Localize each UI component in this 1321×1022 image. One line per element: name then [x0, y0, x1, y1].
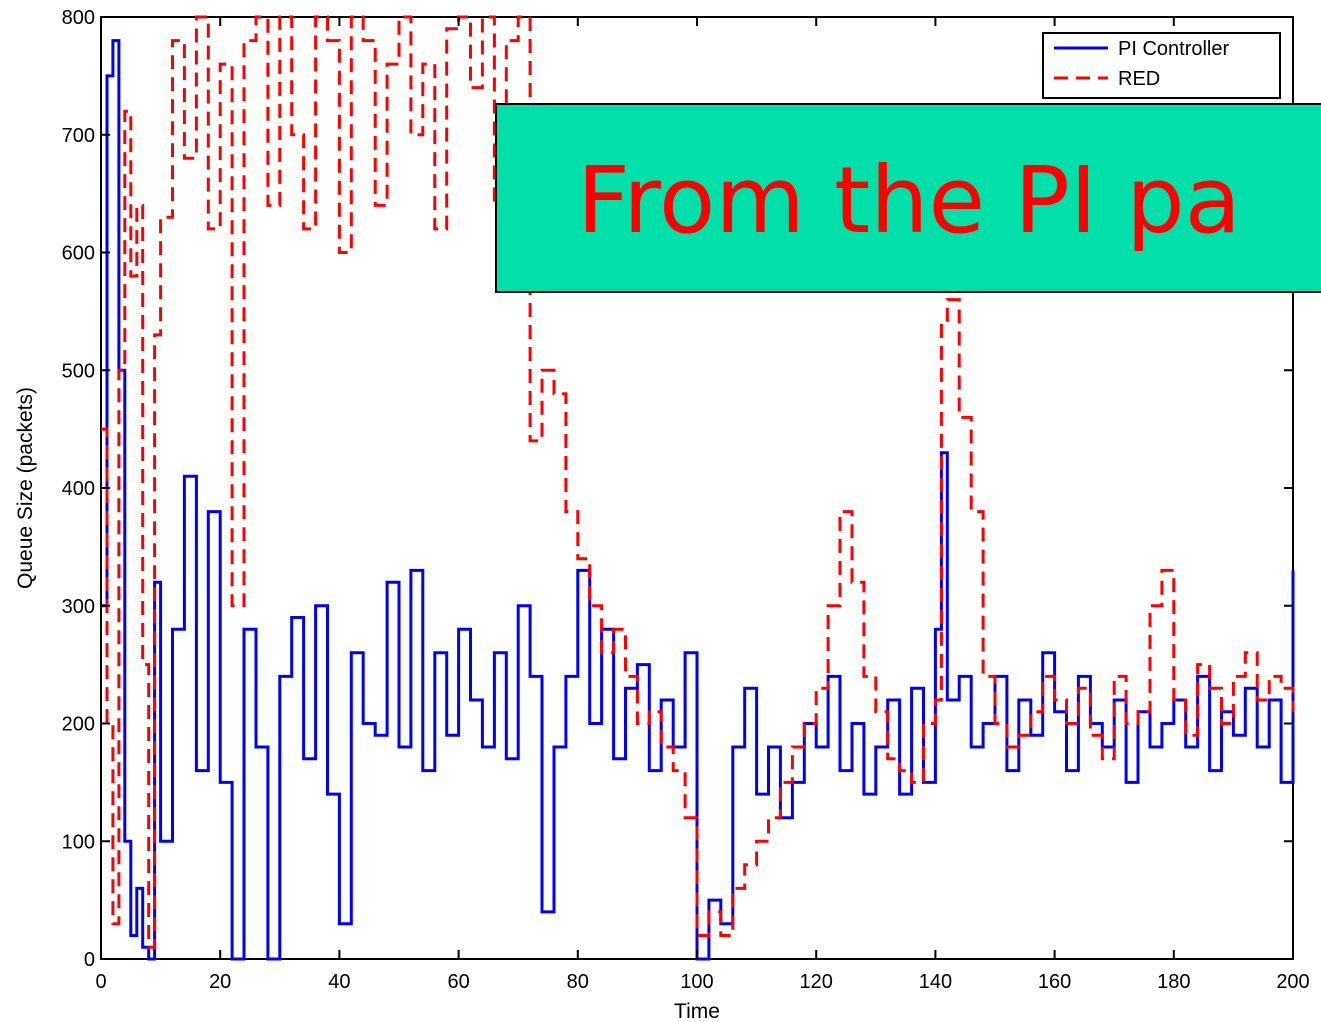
y-tick-label: 600	[62, 243, 95, 265]
axes-layer: 0 20 40 60 80 100 120 140 160 180 200 0 100 200 300 400…	[62, 7, 1310, 993]
x-tick-label: 80	[567, 971, 589, 993]
x-axis-label: Time	[674, 1000, 720, 1022]
x-tick-label: 160	[1038, 971, 1071, 993]
x-tick-label: 180	[1157, 971, 1190, 993]
x-tick-label: 100	[680, 971, 713, 993]
legend-label-pi-controller: PI Controller	[1118, 38, 1229, 60]
y-tick-label: 100	[62, 831, 95, 853]
x-tick-label: 0	[95, 971, 106, 993]
x-tick-label: 140	[919, 971, 952, 993]
y-tick-label: 400	[62, 478, 95, 500]
legend-label-red: RED	[1118, 68, 1160, 90]
y-tick-label: 0	[84, 949, 95, 971]
x-tick-label: 60	[447, 971, 469, 993]
callout-box	[495, 103, 1321, 293]
callout-overlay: From the PI pa	[495, 103, 1321, 293]
legend: PI Controller RED	[1042, 32, 1281, 99]
x-tick-label: 20	[209, 971, 231, 993]
x-tick-label: 40	[328, 971, 350, 993]
y-tick-label: 700	[62, 125, 95, 147]
x-tick-label: 120	[800, 971, 833, 993]
x-tick-label: 200	[1276, 971, 1309, 993]
y-tick-label: 800	[62, 7, 95, 29]
callout-text: From the PI pa	[577, 147, 1241, 254]
y-tick-label: 300	[62, 596, 95, 618]
series-line-red	[101, 15, 1295, 949]
y-tick-label: 500	[62, 360, 95, 382]
series-layer	[101, 15, 1295, 961]
legend-box	[1042, 32, 1281, 99]
y-tick-label: 200	[62, 714, 95, 736]
y-axis-label: Queue Size (packets)	[14, 387, 37, 589]
